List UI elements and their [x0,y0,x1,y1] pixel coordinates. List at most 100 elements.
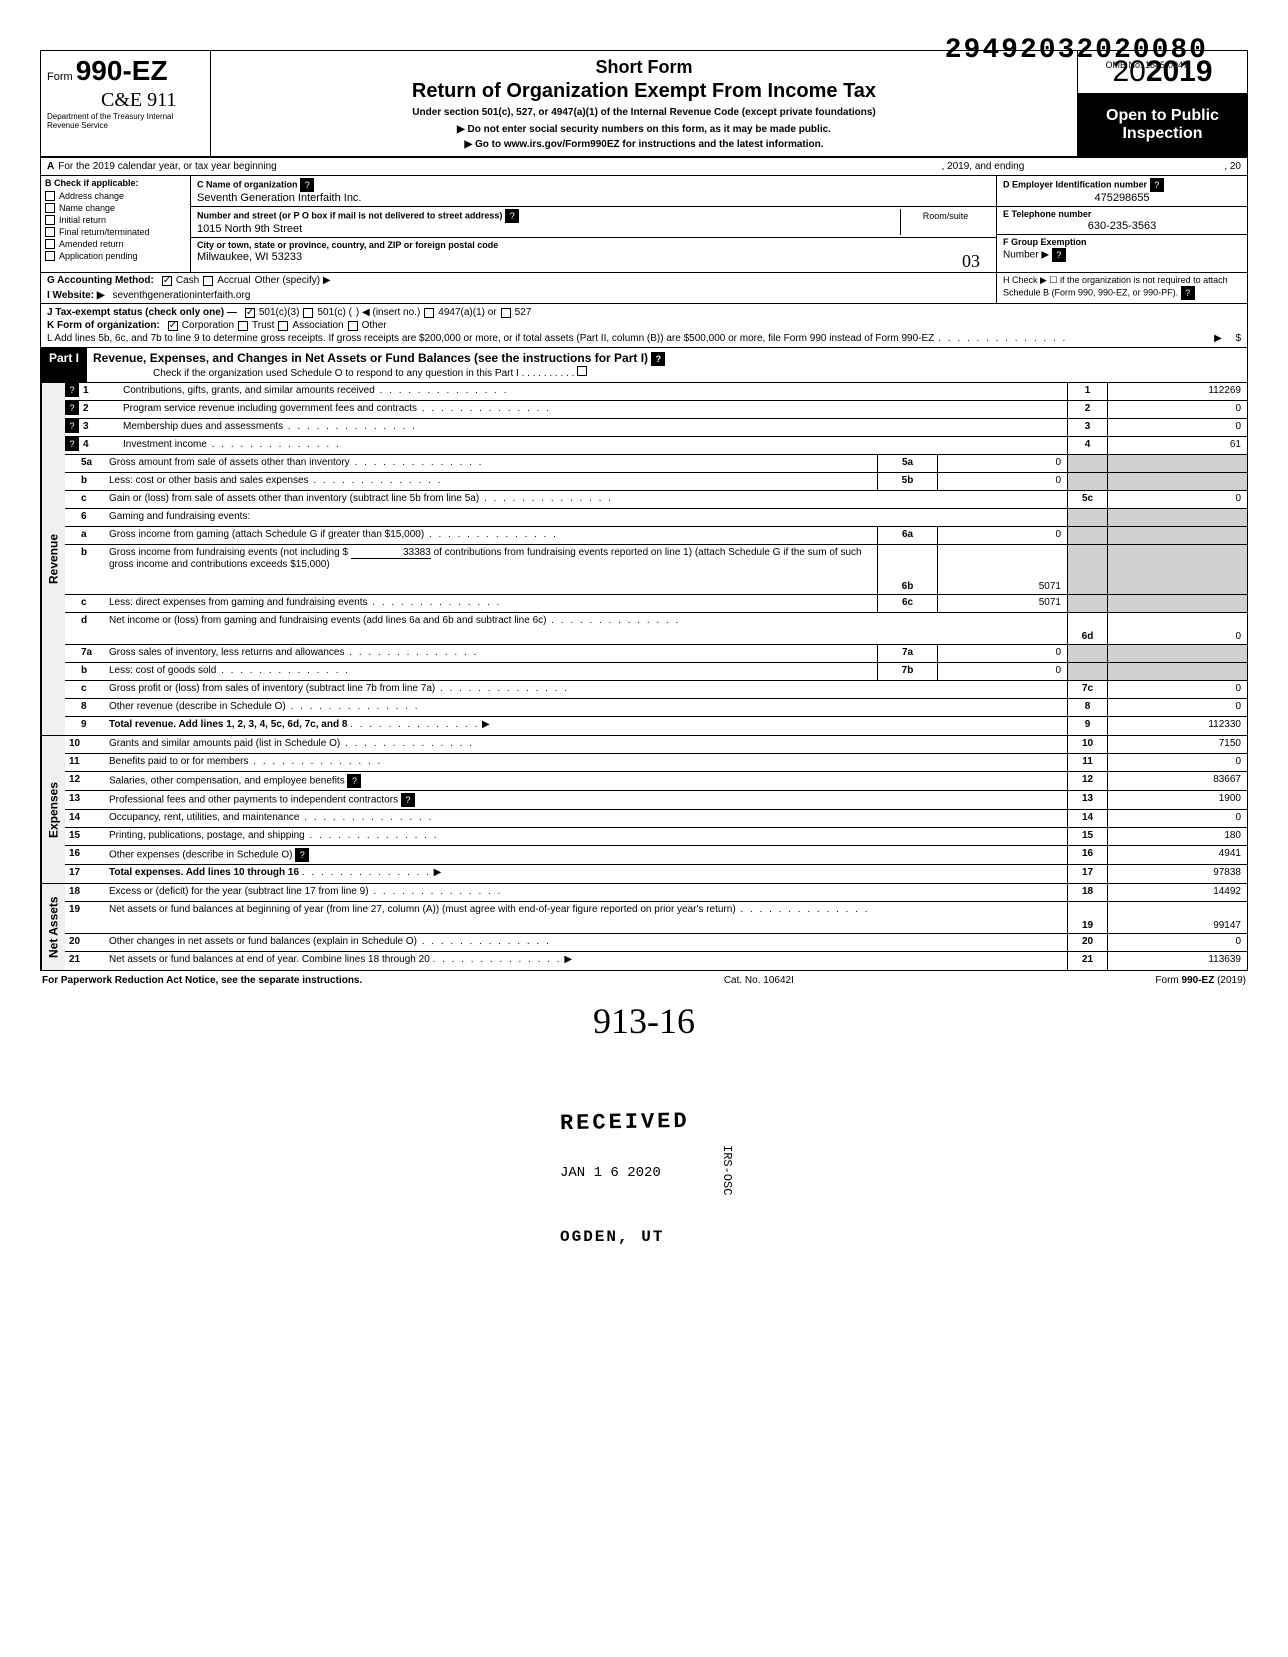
ld18: Excess or (deficit) for the year (subtra… [105,884,1067,901]
j-4947: 4947(a)(1) or [438,307,496,318]
chk-501c3[interactable] [245,308,255,318]
chk-initial[interactable] [45,215,55,225]
help-icon: ? [651,352,665,366]
side-netassets: Net Assets [41,884,65,970]
fv17: 97838 [1107,865,1247,883]
chk-corp[interactable] [168,321,178,331]
in6b: 6b [877,545,937,594]
chk-assoc[interactable] [278,321,288,331]
chk-527[interactable] [501,308,511,318]
iv7a: 0 [937,645,1067,662]
a-text1: For the 2019 calendar year, or tax year … [58,161,276,172]
c-street-label: Number and street (or P O box if mail is… [197,211,502,221]
ln20: 20 [65,934,105,951]
form-id-box: Form 990-EZ C&E 911 Department of the Tr… [41,51,211,156]
phone: 630-235-3563 [1003,220,1241,232]
chk-4947[interactable] [424,308,434,318]
j-527: 527 [515,307,532,318]
fv6d: 0 [1107,613,1247,644]
j-insert: ) ◀ (insert no.) [356,307,420,318]
fn20: 20 [1067,934,1107,951]
ogden-stamp: OGDEN, UT [560,1228,664,1246]
chk-schedule-o[interactable] [577,366,587,376]
part1-label: Part I [41,348,87,382]
footer-right: Form 990-EZ (2019) [1155,975,1246,986]
i-label: I Website: ▶ [47,290,105,301]
k-corp: Corporation [182,320,234,331]
ld6d: Net income or (loss) from gaming and fun… [105,613,1067,644]
sh7b [1067,663,1107,680]
chk-amended[interactable] [45,239,55,249]
ld4: Investment income [119,437,1067,454]
f-label: F Group Exemption [1003,237,1087,247]
sh7a [1067,645,1107,662]
ln3: 3 [79,419,119,436]
row-jkl: J Tax-exempt status (check only one) — 5… [40,304,1248,348]
g-other: Other (specify) ▶ [255,275,331,286]
b-item-4: Amended return [59,239,124,249]
chk-501c[interactable] [303,308,313,318]
form-header: Form 990-EZ C&E 911 Department of the Tr… [40,50,1248,158]
room-suite: Room/suite [900,209,990,235]
side-revenue: Revenue [41,383,65,735]
b-item-3: Final return/terminated [59,227,150,237]
d-label: D Employer Identification number [1003,180,1147,190]
ld7b: Less: cost of goods sold [105,663,877,680]
fv4: 61 [1107,437,1247,454]
ln18: 18 [65,884,105,901]
website: seventhgenerationinterfaith.org [113,290,251,301]
fv19: 99147 [1107,902,1247,933]
fn4: 4 [1067,437,1107,454]
ln10: 10 [65,736,105,753]
ld14: Occupancy, rent, utilities, and maintena… [105,810,1067,827]
chk-accrual[interactable] [203,276,213,286]
sh6 [1067,509,1107,526]
chk-trust[interactable] [238,321,248,331]
ld5a: Gross amount from sale of assets other t… [105,455,877,472]
iv6c: 5071 [937,595,1067,612]
fn5c: 5c [1067,491,1107,508]
fv15: 180 [1107,828,1247,845]
l-arrow: ▶ [1214,333,1222,344]
shv7b [1107,663,1247,680]
ld6b: Gross income from fundraising events (no… [105,545,877,594]
l-dollar: $ [1235,333,1241,344]
ln6: 6 [65,509,105,526]
chk-address[interactable] [45,191,55,201]
b-item-1: Name change [59,203,115,213]
chk-cash[interactable] [162,276,172,286]
help-icon: ? [505,209,519,223]
chk-other[interactable] [348,321,358,331]
ln16: 16 [65,846,105,864]
help-icon: ? [1052,248,1066,262]
org-street: 1015 North 9th Street [197,223,302,235]
omb-number: OMB No. 1545-0047 [1105,60,1188,70]
fv10: 7150 [1107,736,1247,753]
instruction-1: ▶ Do not enter social security numbers o… [219,124,1069,135]
sh5a [1067,455,1107,472]
chk-final[interactable] [45,227,55,237]
help-icon: ? [295,848,309,862]
chk-pending[interactable] [45,251,55,261]
ln17: 17 [65,865,105,883]
part1-sub: Check if the organization used Schedule … [93,366,1241,379]
side-expenses: Expenses [41,736,65,883]
fv5c: 0 [1107,491,1247,508]
fv3: 0 [1107,419,1247,436]
return-title: Return of Organization Exempt From Incom… [219,80,1069,103]
chk-name[interactable] [45,203,55,213]
sh6a [1067,527,1107,544]
help-icon: ? [65,419,79,433]
ld20: Other changes in net assets or fund bala… [105,934,1067,951]
g-label: G Accounting Method: [47,275,154,286]
ld7c: Gross profit or (loss) from sales of inv… [105,681,1067,698]
sh6b [1067,545,1107,594]
irs-osc-stamp: IRS-OSC [720,1145,734,1195]
shv6c [1107,595,1247,612]
ghi-left: G Accounting Method: Cash Accrual Other … [41,273,997,303]
k-other: Other [362,320,387,331]
fn11: 11 [1067,754,1107,771]
fn18: 18 [1067,884,1107,901]
under-section: Under section 501(c), 527, or 4947(a)(1)… [219,107,1069,118]
fv13: 1900 [1107,791,1247,809]
